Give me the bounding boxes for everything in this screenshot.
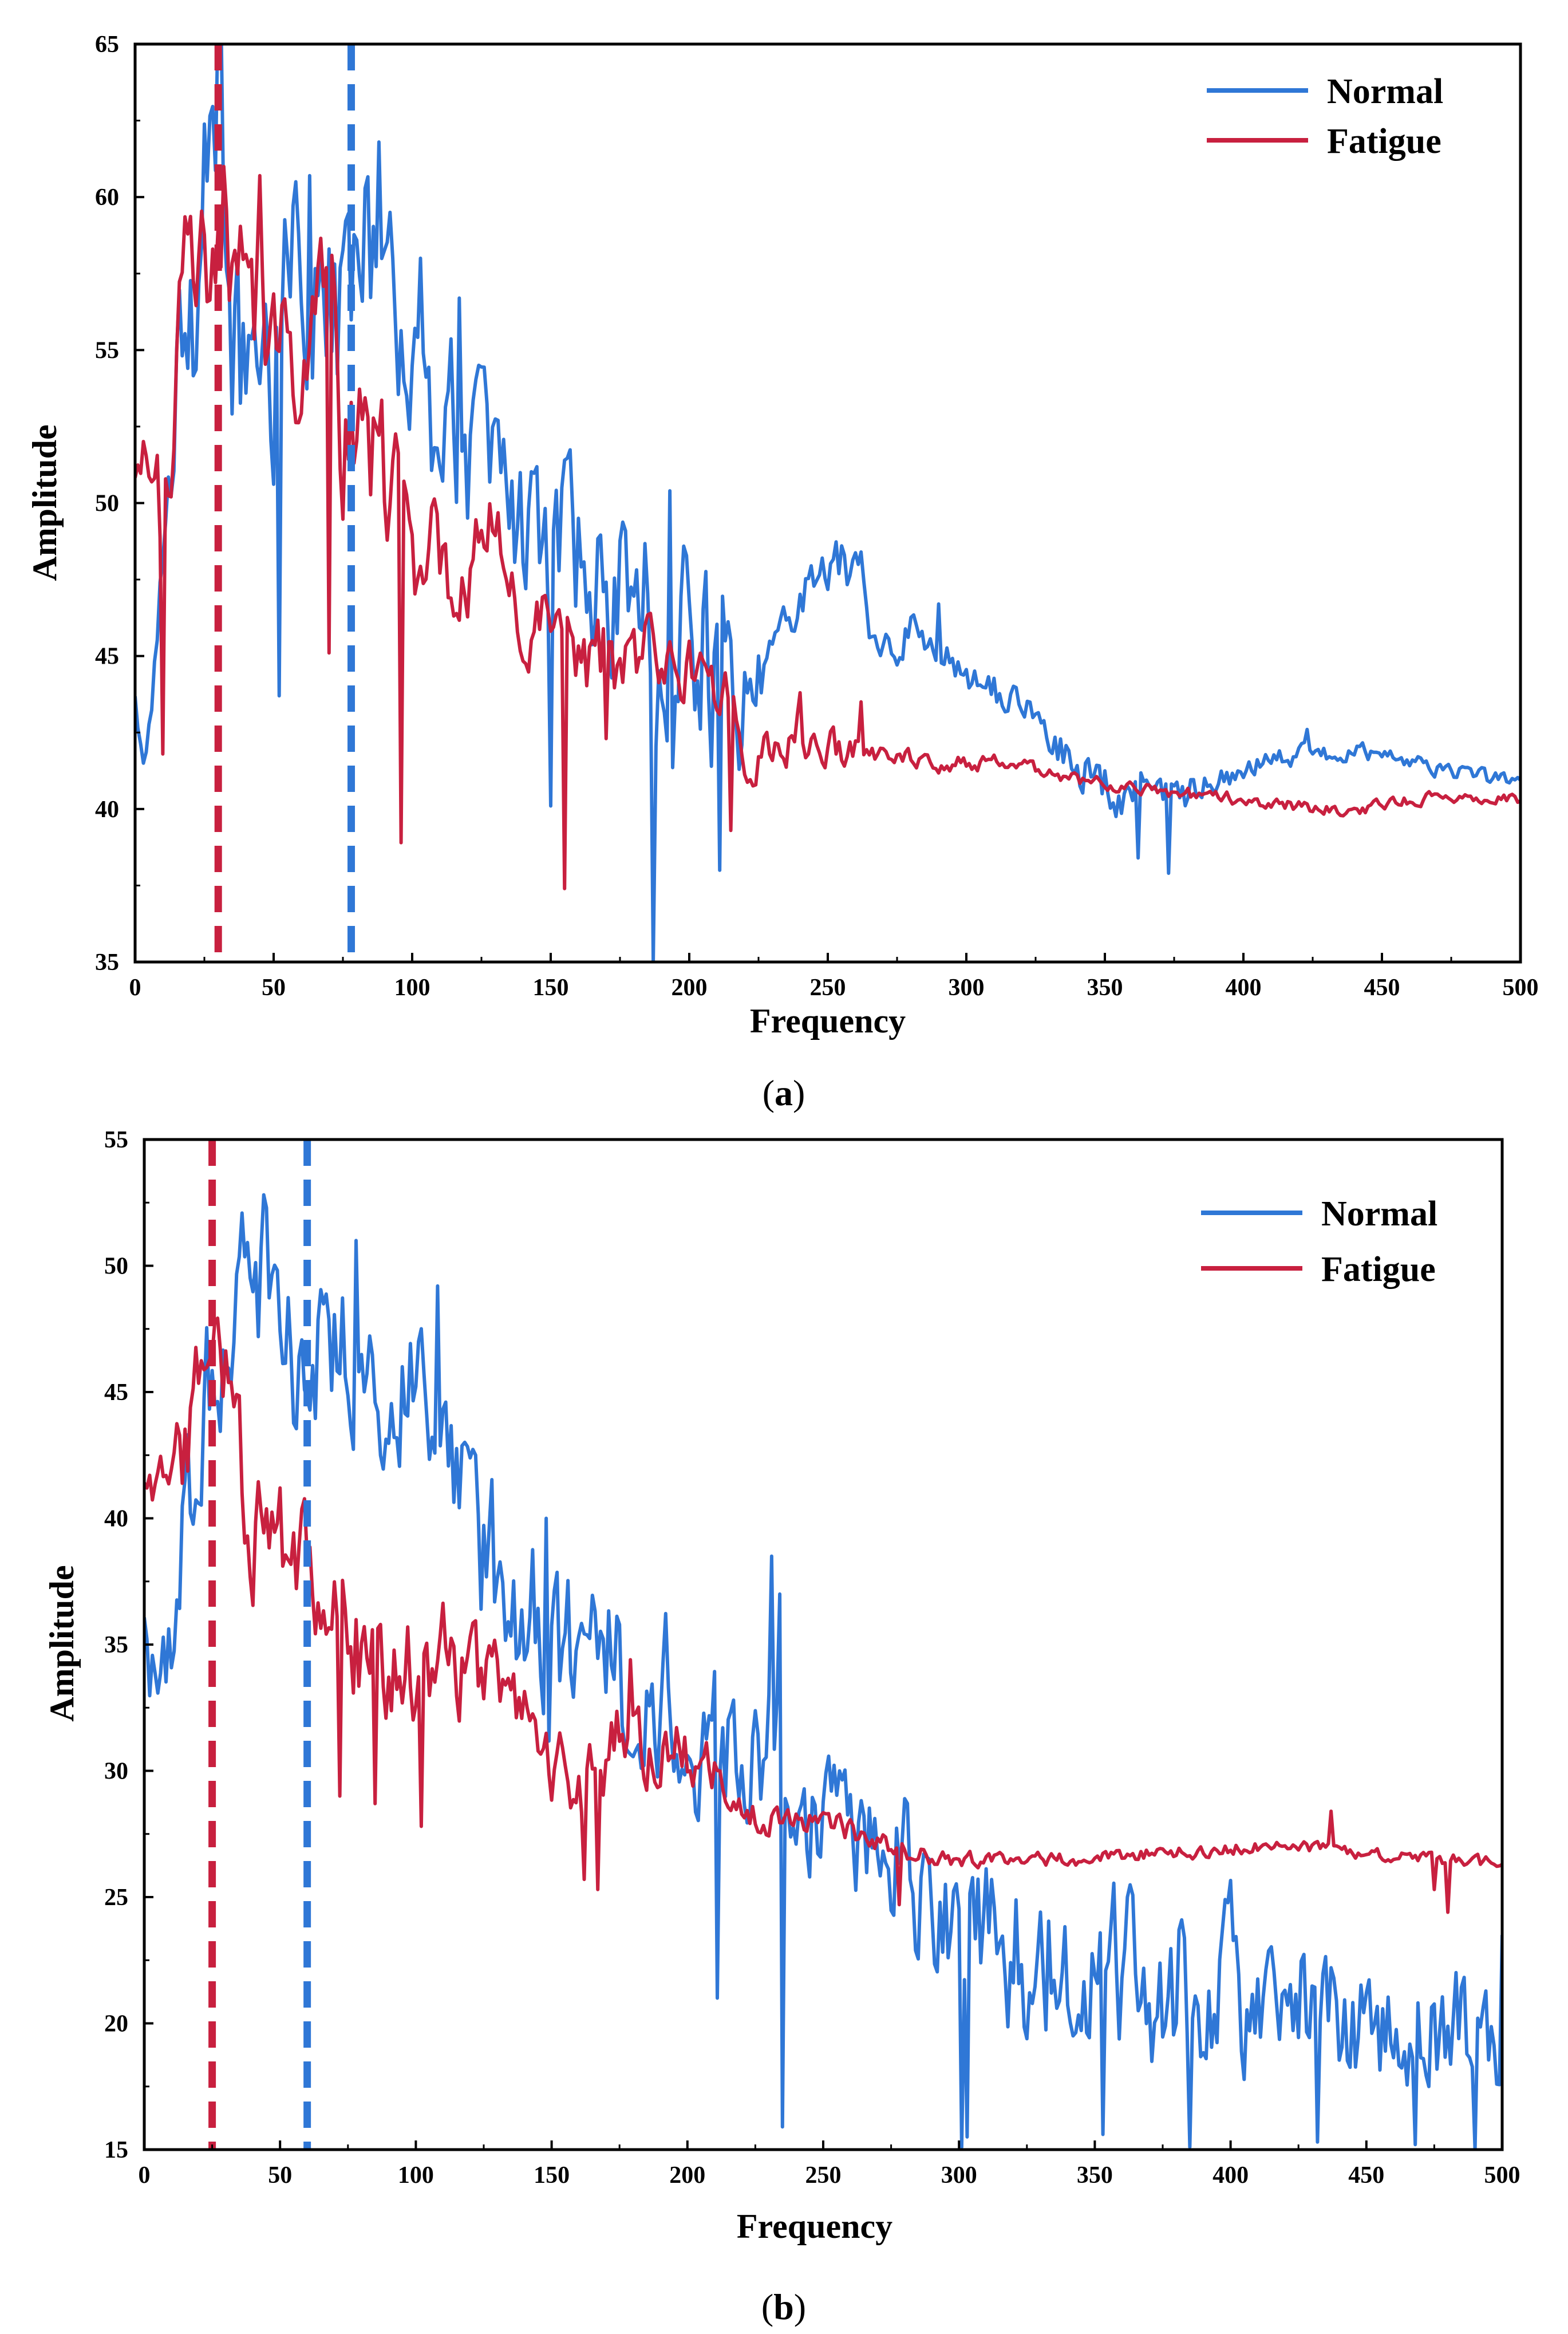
chart-b-legend-fatigue-label: Fatigue bbox=[1321, 1250, 1436, 1289]
chart-b-y-tick-label: 45 bbox=[104, 1379, 128, 1406]
chart-b-legend: Normal Fatigue bbox=[1201, 1194, 1437, 1289]
chart-b-x-tick-label: 0 bbox=[139, 2162, 151, 2189]
chart-a-x-tick-label: 450 bbox=[1364, 975, 1400, 1001]
chart-b-caption: (b) bbox=[761, 2286, 806, 2327]
chart-a-legend: Normal Fatigue bbox=[1207, 72, 1443, 161]
chart-a-y-tick-label: 55 bbox=[95, 337, 119, 364]
chart-b-legend-normal-label: Normal bbox=[1321, 1194, 1437, 1233]
chart-a-x-tick-label: 400 bbox=[1226, 975, 1262, 1001]
chart-a-ticks: 0 50 100 150 200 250 300 350 400 450 500 35 40 45 50 55… bbox=[95, 31, 1539, 1001]
chart-b-x-tick-label: 300 bbox=[941, 2162, 977, 2189]
chart-b-series-fatigue-line bbox=[144, 1316, 1502, 1914]
chart-b-y-tick-label: 55 bbox=[104, 1127, 128, 1153]
chart-b-series-normal-line bbox=[144, 1193, 1502, 2150]
chart-b-x-tick-label: 250 bbox=[805, 2162, 842, 2189]
chart-a-x-tick-label: 200 bbox=[672, 975, 708, 1001]
chart-b-x-axis-title: Frequency bbox=[737, 2207, 892, 2245]
chart-b-x-tick-label: 450 bbox=[1348, 2162, 1384, 2189]
chart-a-y-tick-label: 40 bbox=[95, 797, 119, 823]
chart-b-y-tick-label: 20 bbox=[104, 2011, 128, 2037]
chart-a: 0 50 100 150 200 250 300 350 400 450 500 35 40 45 50 55… bbox=[26, 31, 1539, 1113]
chart-a-x-axis-title: Frequency bbox=[750, 1002, 906, 1040]
chart-a-caption: (a) bbox=[763, 1073, 805, 1113]
chart-b-plot-area bbox=[144, 1140, 1502, 2150]
chart-a-series-fatigue-line bbox=[135, 164, 1520, 890]
chart-b-y-tick-label: 40 bbox=[104, 1506, 128, 1532]
chart-a-plot-area bbox=[135, 44, 1520, 962]
chart-b-x-tick-label: 100 bbox=[398, 2162, 434, 2189]
chart-a-x-tick-label: 250 bbox=[810, 975, 846, 1001]
chart-a-x-tick-label: 300 bbox=[949, 975, 985, 1001]
chart-a-legend-fatigue-label: Fatigue bbox=[1327, 122, 1441, 161]
chart-b-x-tick-label: 150 bbox=[534, 2162, 570, 2189]
chart-a-y-tick-label: 65 bbox=[95, 31, 119, 58]
chart-b-y-tick-label: 50 bbox=[104, 1253, 128, 1280]
chart-a-x-tick-label: 0 bbox=[129, 975, 141, 1001]
chart-a-x-tick-label: 150 bbox=[533, 975, 569, 1001]
chart-a-x-tick-label: 100 bbox=[394, 975, 430, 1001]
chart-a-y-tick-label: 45 bbox=[95, 644, 119, 670]
chart-a-y-tick-label: 35 bbox=[95, 949, 119, 976]
chart-b: 0 50 100 150 200 250 300 350 400 450 500 15 20 25 30 35… bbox=[43, 1127, 1520, 2327]
chart-b-y-axis-title: Amplitude bbox=[43, 1565, 81, 1721]
chart-b-x-tick-label: 500 bbox=[1484, 2162, 1520, 2189]
chart-b-y-tick-label: 15 bbox=[104, 2137, 128, 2163]
chart-a-legend-normal-label: Normal bbox=[1327, 72, 1443, 111]
chart-a-y-tick-label: 50 bbox=[95, 491, 119, 517]
chart-b-x-tick-label: 350 bbox=[1077, 2162, 1113, 2189]
chart-a-x-tick-label: 500 bbox=[1503, 975, 1539, 1001]
chart-b-y-tick-label: 25 bbox=[104, 1884, 128, 1911]
chart-a-x-tick-label: 50 bbox=[262, 975, 286, 1001]
chart-a-y-tick-label: 60 bbox=[95, 184, 119, 211]
chart-a-x-tick-label: 350 bbox=[1087, 975, 1123, 1001]
chart-b-y-tick-label: 30 bbox=[104, 1759, 128, 1785]
chart-b-y-tick-label: 35 bbox=[104, 1632, 128, 1658]
chart-a-y-axis-title: Amplitude bbox=[26, 424, 64, 581]
chart-b-x-tick-label: 400 bbox=[1212, 2162, 1249, 2189]
chart-b-ticks: 0 50 100 150 200 250 300 350 400 450 500 15 20 25 30 35… bbox=[104, 1127, 1520, 2189]
chart-b-x-tick-label: 200 bbox=[669, 2162, 705, 2189]
chart-b-x-tick-label: 50 bbox=[268, 2162, 292, 2189]
chart-a-series-normal-line bbox=[135, 44, 1520, 962]
